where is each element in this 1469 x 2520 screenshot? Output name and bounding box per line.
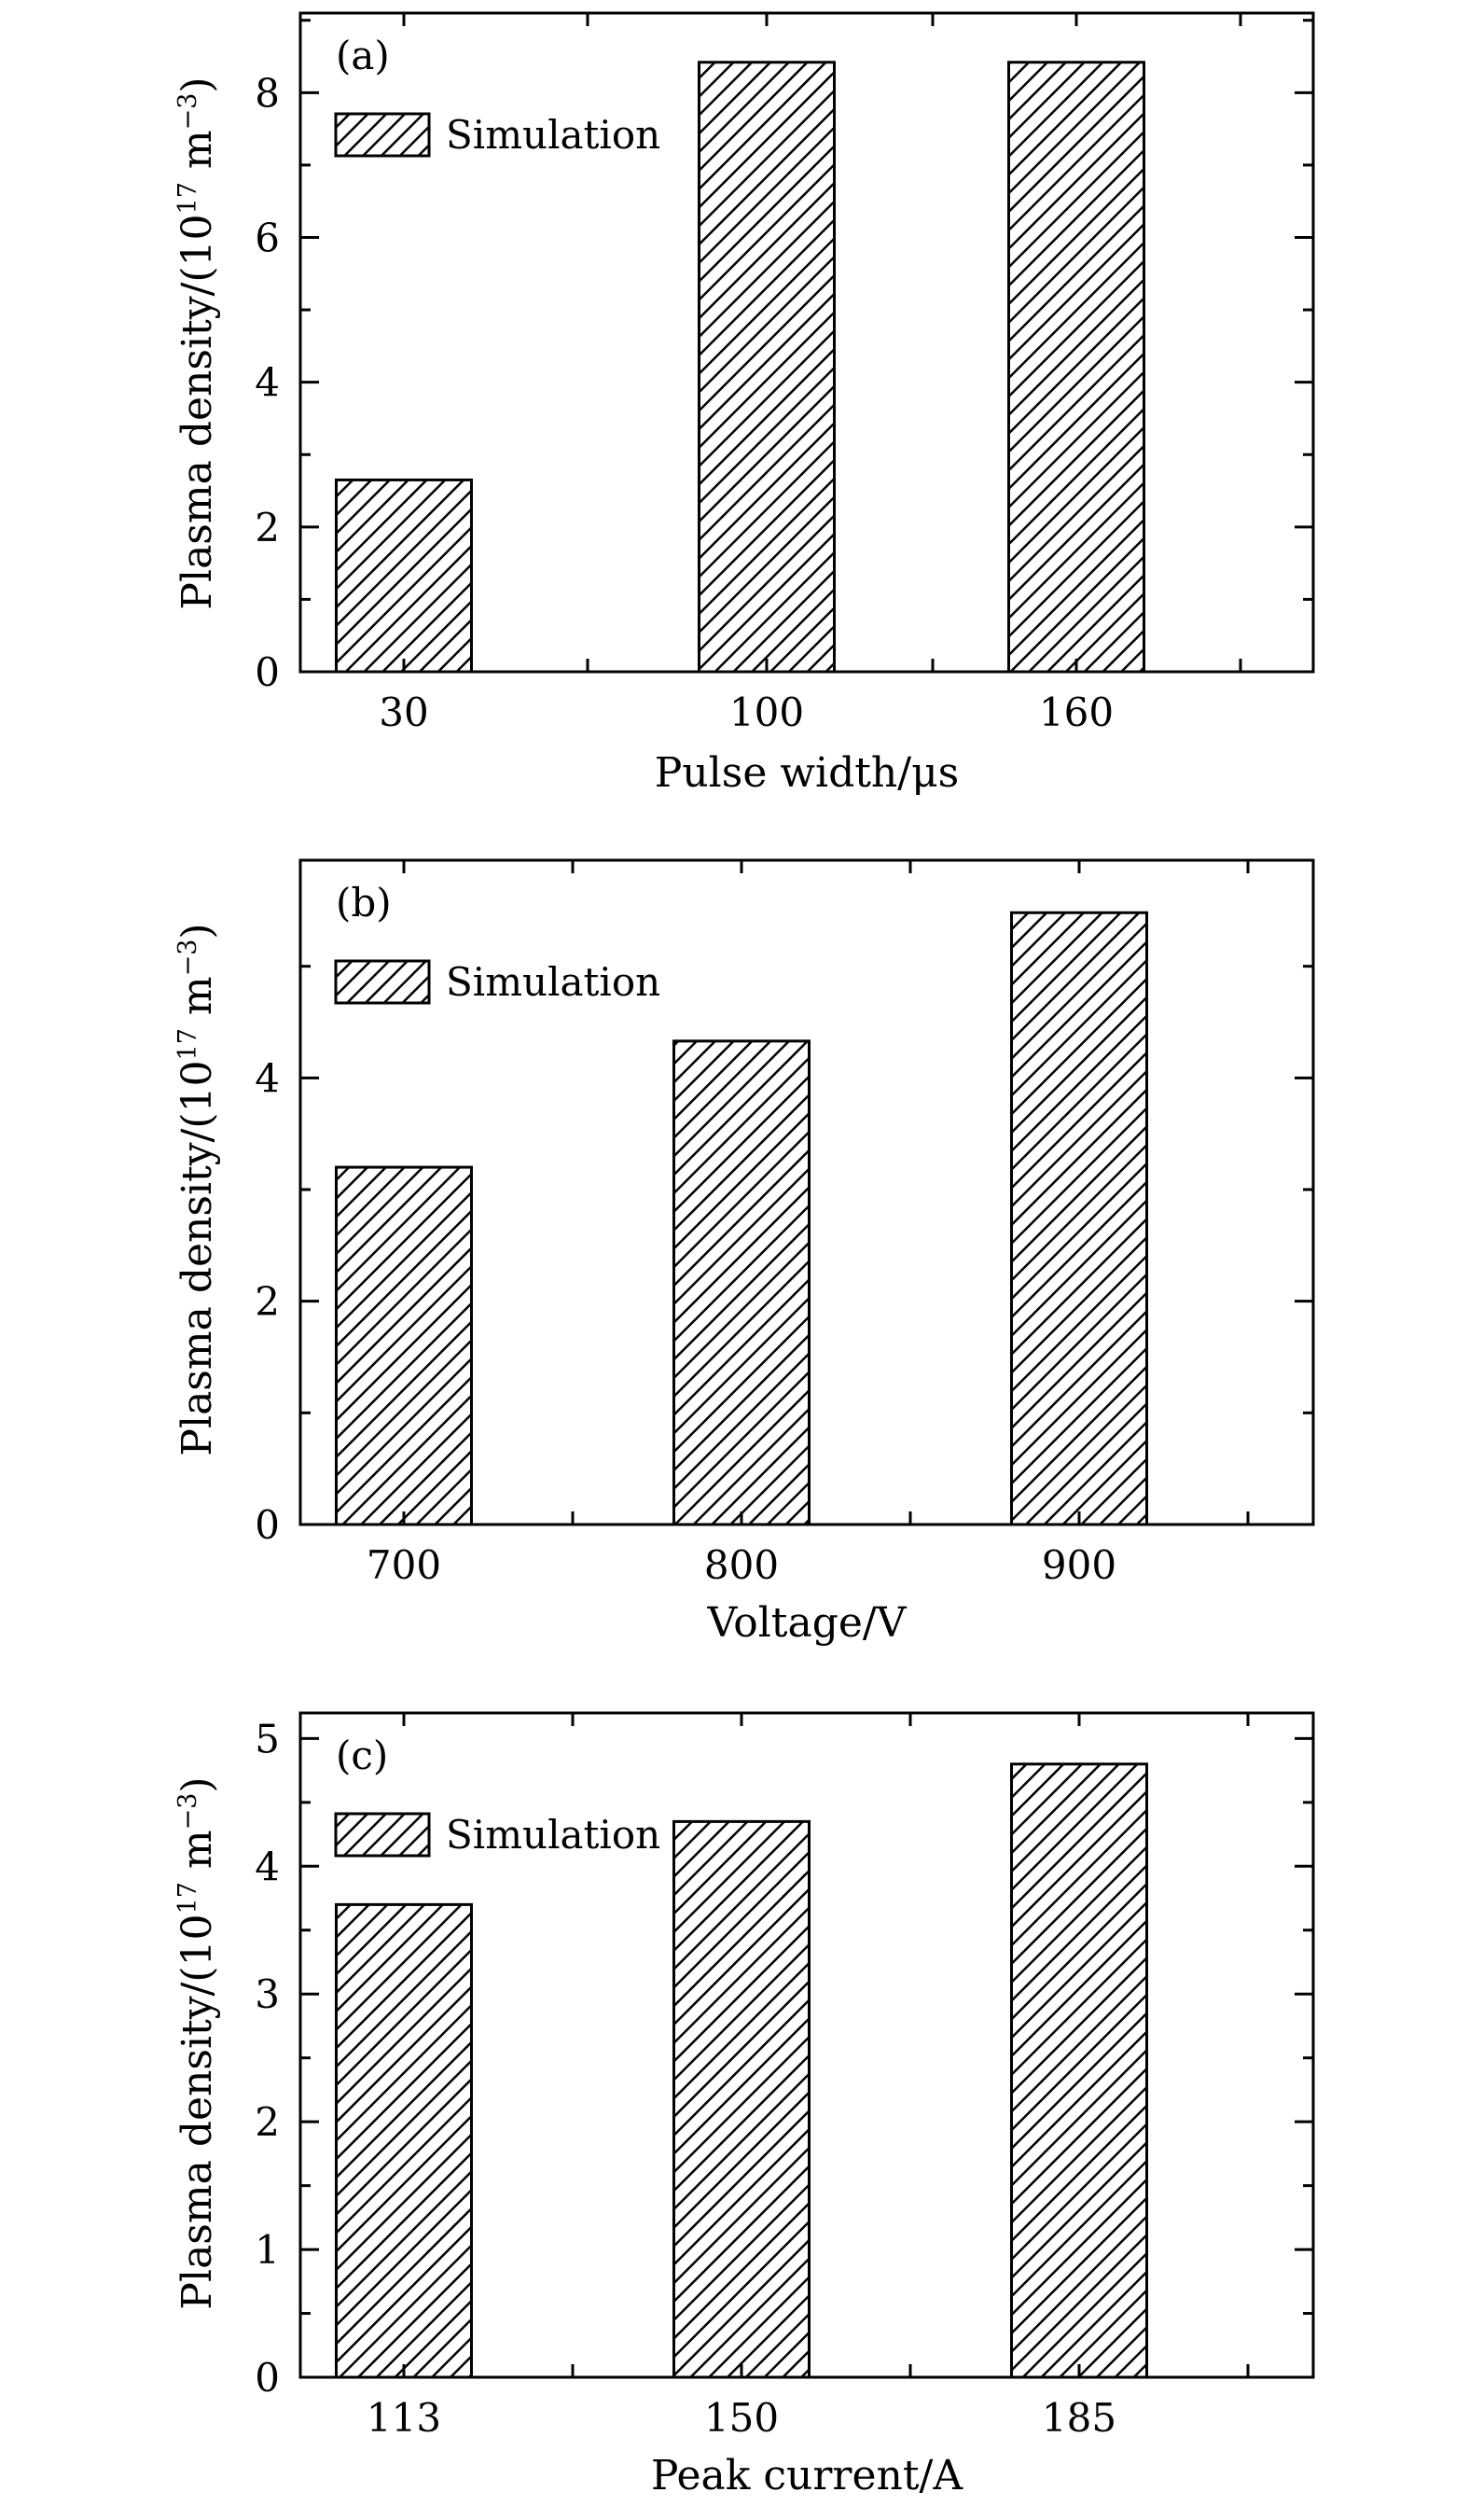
x-axis-title: Peak current/A [651,2452,963,2499]
panel-label: (a) [336,33,390,78]
x-tick-label: 150 [704,2395,779,2441]
legend-swatch [334,959,431,1005]
y-tick-label: 0 [255,2355,280,2401]
y-tick-label: 4 [255,1844,280,1889]
x-tick-label: 160 [1039,689,1114,735]
legend-label: Simulation [446,959,660,1005]
bar-113 [335,1902,473,2379]
bar-160 [1007,61,1145,674]
y-tick-label: 0 [255,1502,280,1548]
plot-frame [298,1711,1315,2379]
plot-frame [298,11,1315,674]
x-tick-label: 700 [367,1542,441,1588]
y-tick-label: 2 [255,1279,280,1325]
chart-panel-a: 0 2 4 6 8 30 100 160 Pulse width/μs Plasma densit… [173,11,1315,797]
bar-185 [1010,1762,1148,2379]
y-axis-title: Plasma density/(1017 m−3) [173,77,221,609]
y-tick-label: 4 [255,360,280,406]
y-tick-label: 6 [255,216,280,261]
chart-panel-b: 0 2 4 700 800 900 Voltage/V Plasma density/(101… [173,858,1315,1647]
x-tick-label: 185 [1042,2395,1116,2441]
y-tick-label: 3 [255,1971,280,2017]
plot-frame [298,858,1315,1526]
legend-swatch [334,112,431,158]
y-tick-label: 0 [255,649,280,695]
x-axis-title: Pulse width/μs [655,749,960,797]
bar-150 [672,1819,811,2379]
legend-swatch [334,1812,431,1858]
y-tick-label: 8 [255,70,280,116]
panel-label: (c) [336,1733,388,1778]
bar-700 [335,1165,473,1526]
x-tick-label: 30 [379,689,428,735]
bar-800 [672,1039,811,1526]
legend-label: Simulation [446,112,660,158]
y-tick-label: 4 [255,1055,280,1101]
y-axis-title: Plasma density/(1017 m−3) [173,923,221,1455]
chart-panel-c: 0 1 2 3 4 5 113 150 185 Peak current/A Plasma dens… [173,1711,1315,2499]
y-tick-label: 5 [255,1716,280,1761]
x-axis-title: Voltage/V [706,1599,907,1647]
y-tick-label: 2 [255,2099,280,2145]
y-tick-label: 1 [255,2227,280,2273]
bar-30 [335,478,473,674]
x-tick-label: 113 [367,2395,441,2441]
y-tick-label: 2 [255,505,280,550]
panel-label: (b) [336,880,392,926]
bar-900 [1010,911,1148,1526]
x-tick-label: 800 [704,1542,779,1588]
legend-label: Simulation [446,1812,660,1858]
x-tick-label: 100 [729,689,804,735]
bar-100 [698,61,836,674]
x-tick-label: 900 [1042,1542,1116,1588]
y-axis-title: Plasma density/(1017 m−3) [173,1776,221,2309]
